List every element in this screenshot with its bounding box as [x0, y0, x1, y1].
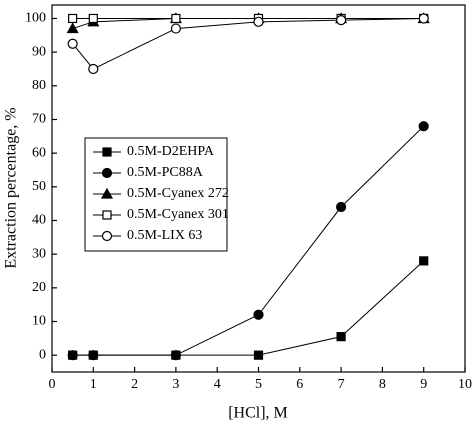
x-tick-label: 10 [458, 377, 472, 392]
x-tick-label: 4 [214, 377, 221, 392]
y-tick-label: 10 [32, 314, 46, 329]
marker [336, 201, 347, 213]
marker [253, 309, 264, 320]
marker [100, 187, 114, 199]
marker [67, 38, 78, 49]
marker [102, 210, 112, 220]
marker [336, 332, 346, 342]
marker [67, 350, 78, 361]
y-tick-label: 60 [32, 145, 46, 160]
x-tick-label: 9 [420, 377, 427, 392]
x-tick-label: 5 [255, 377, 262, 392]
series-line [72, 260, 425, 356]
y-tick-label: 20 [32, 280, 46, 295]
marker [88, 350, 99, 361]
x-tick-label: 7 [338, 377, 345, 392]
y-tick-label: 100 [25, 11, 46, 26]
legend-label: 0.5M-Cyanex 272 [127, 186, 229, 201]
x-tick-label: 6 [296, 377, 303, 392]
marker [336, 15, 347, 26]
marker [253, 350, 264, 360]
marker [419, 256, 429, 266]
x-tick-label: 1 [90, 377, 97, 392]
y-tick-label: 80 [32, 78, 46, 93]
x-tick-label: 0 [49, 377, 56, 392]
marker [66, 22, 79, 34]
marker [253, 16, 264, 27]
marker [102, 147, 112, 157]
y-axis-label: Extraction percentage, % [3, 107, 20, 268]
y-tick-label: 50 [32, 179, 46, 194]
series-line [72, 17, 424, 70]
marker [88, 13, 98, 24]
y-tick-label: 70 [32, 112, 46, 127]
marker [88, 63, 99, 75]
x-tick-label: 8 [379, 377, 386, 392]
x-tick-label: 2 [131, 377, 138, 392]
y-tick-label: 40 [32, 213, 46, 228]
x-tick-label: 3 [172, 377, 179, 392]
marker [418, 121, 429, 132]
y-tick-label: 30 [32, 246, 46, 261]
legend-label: 0.5M-PC88A [127, 165, 204, 180]
legend-label: 0.5M-LIX 63 [127, 228, 202, 243]
marker [101, 167, 113, 179]
marker [418, 13, 429, 24]
marker [170, 23, 181, 34]
marker [68, 13, 78, 24]
legend-label: 0.5M-Cyanex 301 [127, 207, 229, 222]
y-tick-label: 90 [32, 44, 46, 59]
marker [171, 13, 181, 24]
marker [170, 350, 181, 361]
legend-label: 0.5M-D2EHPA [127, 144, 215, 159]
y-tick-label: 0 [39, 347, 46, 362]
marker [101, 230, 113, 242]
x-axis-label: [HCl], M [228, 405, 288, 422]
